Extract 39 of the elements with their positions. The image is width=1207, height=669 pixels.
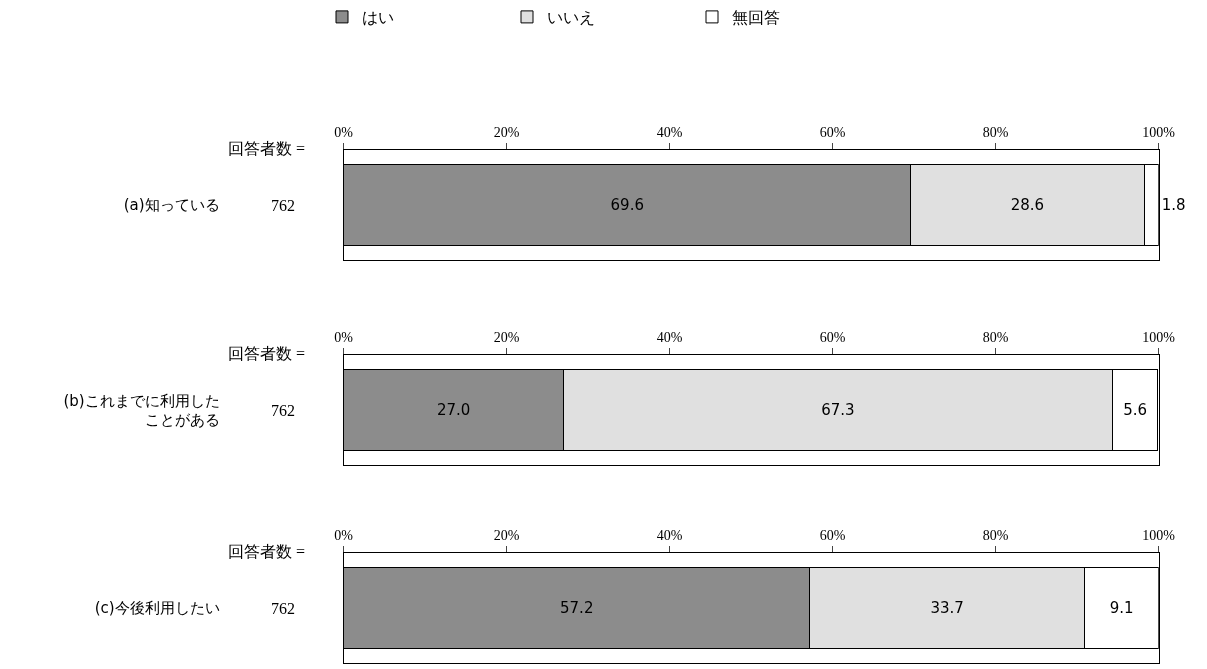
- y-tick-label: (a)知っている: [123, 196, 220, 215]
- x-tick-label: 0%: [334, 330, 354, 346]
- x-tick-label: 100%: [1142, 528, 1176, 544]
- data-label: 9.1: [1109, 599, 1134, 617]
- x-tick-label: 20%: [493, 528, 520, 544]
- x-tick-label: 100%: [1142, 125, 1176, 141]
- legend-label: はい: [362, 8, 394, 28]
- x-tick-label: 0%: [334, 528, 354, 544]
- text: 762: [271, 402, 295, 419]
- y-tick-label: (c)今後利用したい: [94, 599, 220, 618]
- x-tick-label: 0%: [334, 125, 354, 141]
- x-tick-label: 40%: [656, 125, 683, 141]
- data-label: 5.6: [1123, 401, 1147, 419]
- x-tick-label: 20%: [493, 330, 520, 346]
- x-tick-label: 40%: [656, 528, 683, 544]
- legend-label: 無回答: [732, 8, 780, 28]
- data-label: 57.2: [560, 599, 594, 617]
- text: 回答者数 =: [228, 543, 306, 560]
- text: 762: [271, 197, 295, 214]
- x-tick-label: 80%: [982, 125, 1009, 141]
- x-tick-label: 40%: [656, 330, 683, 346]
- x-tick-label: 100%: [1142, 330, 1176, 346]
- text: 762: [271, 600, 295, 617]
- data-label: 67.3: [821, 401, 855, 419]
- x-tick-label: 60%: [819, 528, 846, 544]
- x-tick-label: 20%: [493, 125, 520, 141]
- x-tick-label: 60%: [819, 330, 846, 346]
- data-label: 27.0: [436, 401, 471, 419]
- y-tick-label: (b)これまでに利用したことがある: [63, 391, 220, 429]
- x-tick-label: 80%: [982, 330, 1009, 346]
- x-tick-label: 60%: [819, 125, 846, 141]
- x-tick-label: 80%: [982, 528, 1009, 544]
- data-label: 1.8: [1161, 196, 1186, 214]
- data-label: 28.6: [1010, 196, 1045, 214]
- legend-label: いいえ: [547, 8, 595, 28]
- text: 回答者数 =: [228, 345, 306, 362]
- text: 回答者数 =: [228, 140, 306, 157]
- data-label: 33.7: [930, 599, 964, 617]
- data-label: 69.6: [610, 196, 644, 214]
